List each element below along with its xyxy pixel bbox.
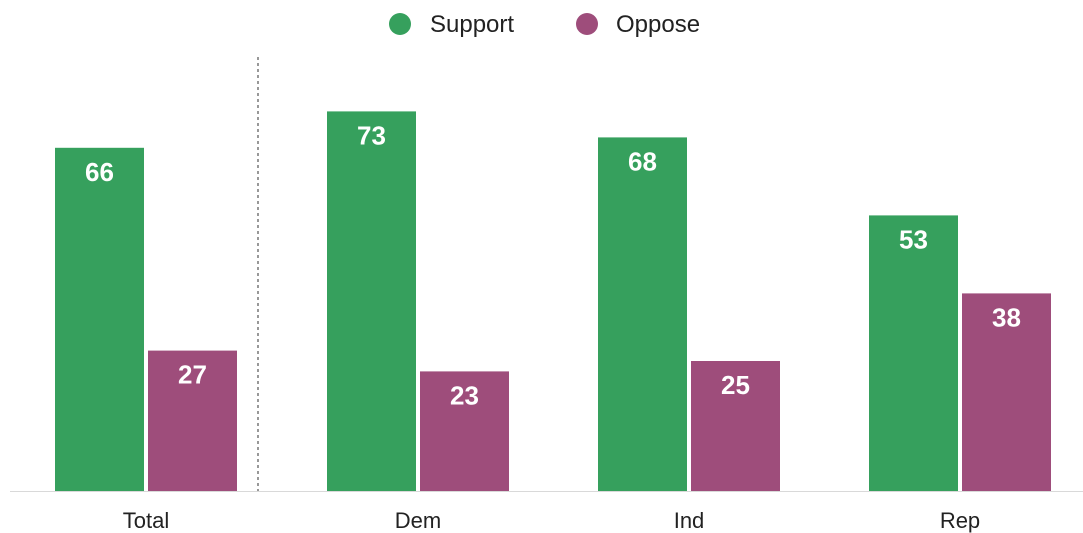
legend-item-oppose: Oppose: [576, 11, 700, 38]
data-label-support-ind: 68: [628, 146, 657, 176]
category-label-dem: Dem: [395, 508, 441, 533]
bar-support-ind: [598, 137, 687, 491]
legend-marker-support: [389, 13, 411, 35]
bar-support-dem: [327, 111, 416, 492]
category-label-rep: Rep: [940, 508, 980, 533]
category-label-ind: Ind: [674, 508, 705, 533]
bar-oppose-total: [148, 350, 237, 491]
data-label-oppose-ind: 25: [721, 370, 750, 400]
legend-marker-oppose: [576, 13, 598, 35]
plot-area: 66 27 Total 73 23 Dem 68 25 Ind 53 38 Rep: [10, 57, 1083, 533]
legend-item-support: Support: [389, 11, 514, 38]
legend-label-oppose: Oppose: [616, 11, 700, 38]
legend: Support Oppose: [389, 11, 700, 38]
data-label-oppose-rep: 38: [992, 302, 1021, 332]
bar-support-total: [55, 147, 144, 492]
bar-oppose-ind: [691, 361, 780, 491]
bar-oppose-dem: [420, 371, 509, 491]
legend-label-support: Support: [430, 11, 514, 38]
data-label-support-total: 66: [85, 157, 114, 187]
data-label-oppose-dem: 23: [450, 380, 479, 410]
bar-support-rep: [869, 215, 958, 491]
data-label-support-dem: 73: [357, 120, 386, 150]
category-label-total: Total: [123, 508, 169, 533]
bar-oppose-rep: [962, 293, 1051, 491]
data-label-support-rep: 53: [899, 224, 928, 254]
data-label-oppose-total: 27: [178, 360, 207, 390]
